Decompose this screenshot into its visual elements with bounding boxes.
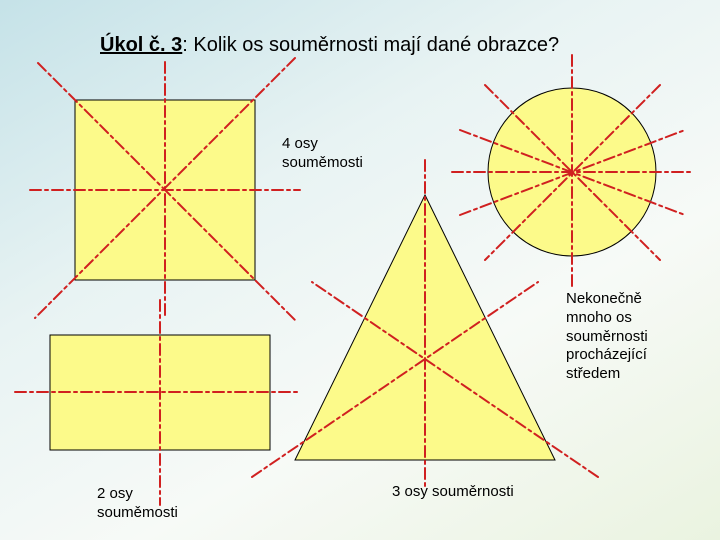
diagram-canvas (0, 0, 720, 540)
circle-group (452, 55, 692, 290)
square-group (30, 58, 300, 320)
